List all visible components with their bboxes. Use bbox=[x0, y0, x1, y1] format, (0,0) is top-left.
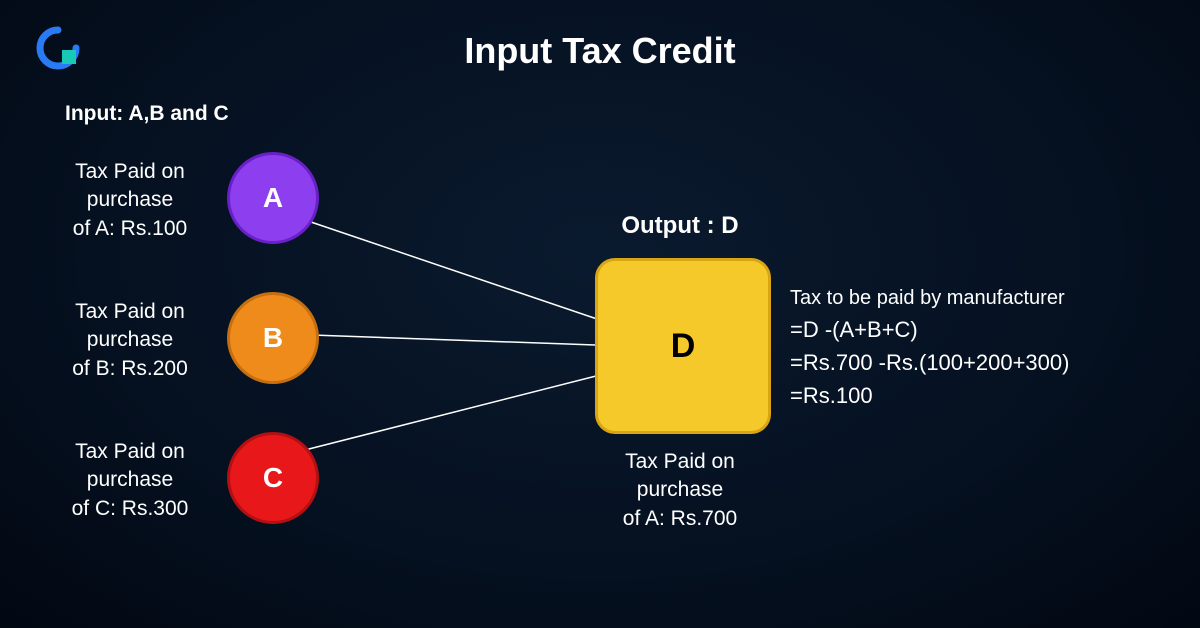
node-c-description: Tax Paid on purchase of C: Rs.300 bbox=[55, 438, 205, 523]
calculation-block: Tax to be paid by manufacturer =D -(A+B+… bbox=[790, 280, 1190, 412]
page-title: Input Tax Credit bbox=[0, 30, 1200, 72]
node-a-description: Tax Paid on purchase of A: Rs.100 bbox=[55, 158, 205, 243]
input-header-label: Input: A,B and C bbox=[65, 100, 229, 128]
node-b: B bbox=[227, 292, 319, 384]
node-a: A bbox=[227, 152, 319, 244]
node-b-description: Tax Paid on purchase of B: Rs.200 bbox=[55, 298, 205, 383]
node-d-description: Tax Paid on purchase of A: Rs.700 bbox=[595, 448, 765, 533]
node-d: D bbox=[595, 258, 771, 434]
node-c-label: C bbox=[263, 462, 283, 494]
node-a-label: A bbox=[263, 182, 283, 214]
output-header-label: Output : D bbox=[595, 210, 765, 242]
node-c: C bbox=[227, 432, 319, 524]
diagram-stage: Input Tax Credit Input: A,B and C A Tax … bbox=[0, 0, 1200, 628]
node-b-label: B bbox=[263, 322, 283, 354]
node-d-label: D bbox=[671, 327, 696, 366]
